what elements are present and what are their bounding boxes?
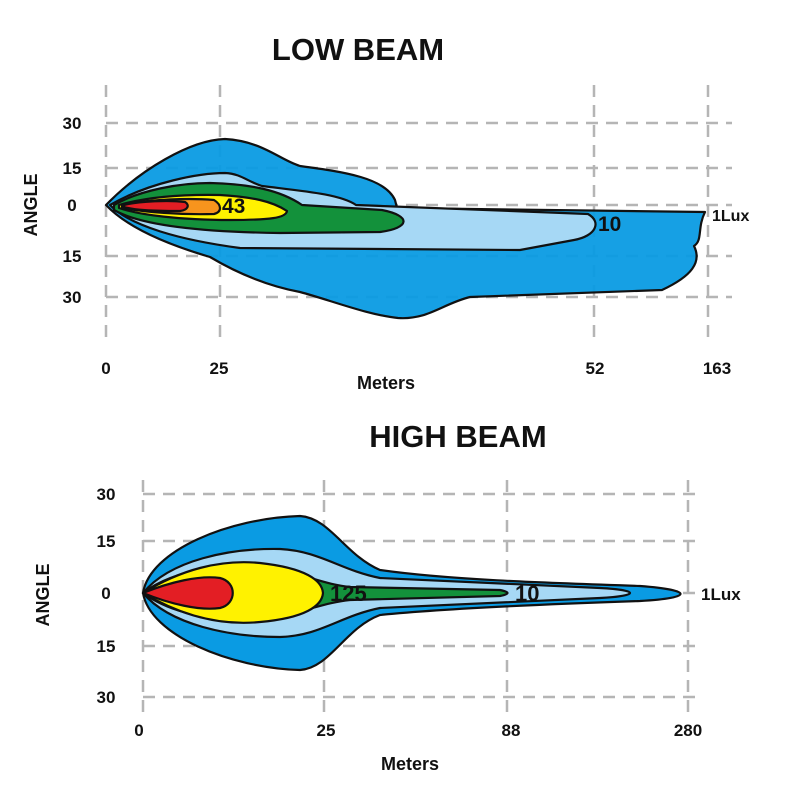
y-tick: 15 (63, 159, 82, 178)
y-tick: 0 (101, 584, 110, 603)
high-beam-title: HIGH BEAM (369, 419, 546, 454)
x-tick: 280 (674, 721, 702, 740)
x-tick: 0 (134, 721, 143, 740)
x-tick: 25 (317, 721, 336, 740)
x-tick: 88 (502, 721, 521, 740)
y-tick: 15 (63, 247, 82, 266)
high-beam-x-ticks: 0 25 88 280 (134, 721, 702, 740)
y-tick: 15 (97, 637, 116, 656)
x-tick: 52 (586, 359, 605, 378)
low-beam-x-ticks: 0 25 52 163 (101, 359, 731, 378)
high-beam-y-ticks: 30 15 0 15 30 (97, 485, 116, 707)
low-beam-y-ticks: 30 15 0 15 30 (63, 114, 82, 307)
y-tick: 15 (97, 532, 116, 551)
low-beam-y-axis-label: ANGLE (21, 174, 41, 237)
y-tick: 0 (67, 196, 76, 215)
high-beam-red-contour (141, 576, 234, 610)
low-beam-title: LOW BEAM (272, 32, 444, 67)
x-tick: 0 (101, 359, 110, 378)
y-tick: 30 (97, 485, 116, 504)
low-beam-panel: LOW BEAM 43 10 1Lux 30 15 0 15 30 ANGLE (21, 32, 749, 393)
high-beam-label-1lux: 1Lux (701, 585, 741, 604)
high-beam-label-125: 125 (330, 581, 367, 606)
low-beam-label-1lux: 1Lux (712, 208, 749, 225)
y-tick: 30 (63, 288, 82, 307)
low-beam-red-contour (122, 199, 189, 213)
y-tick: 30 (63, 114, 82, 133)
high-beam-x-axis-label: Meters (381, 754, 439, 774)
y-tick: 30 (97, 688, 116, 707)
high-beam-label-10: 10 (515, 581, 539, 606)
x-tick: 25 (210, 359, 229, 378)
low-beam-x-axis-label: Meters (357, 373, 415, 393)
x-tick: 163 (703, 359, 731, 378)
low-beam-label-10: 10 (598, 213, 621, 236)
high-beam-y-axis-label: ANGLE (33, 564, 53, 627)
low-beam-label-43: 43 (222, 195, 245, 218)
high-beam-panel: HIGH BEAM 125 10 1Lux 30 15 0 15 30 ANGL… (33, 419, 741, 774)
